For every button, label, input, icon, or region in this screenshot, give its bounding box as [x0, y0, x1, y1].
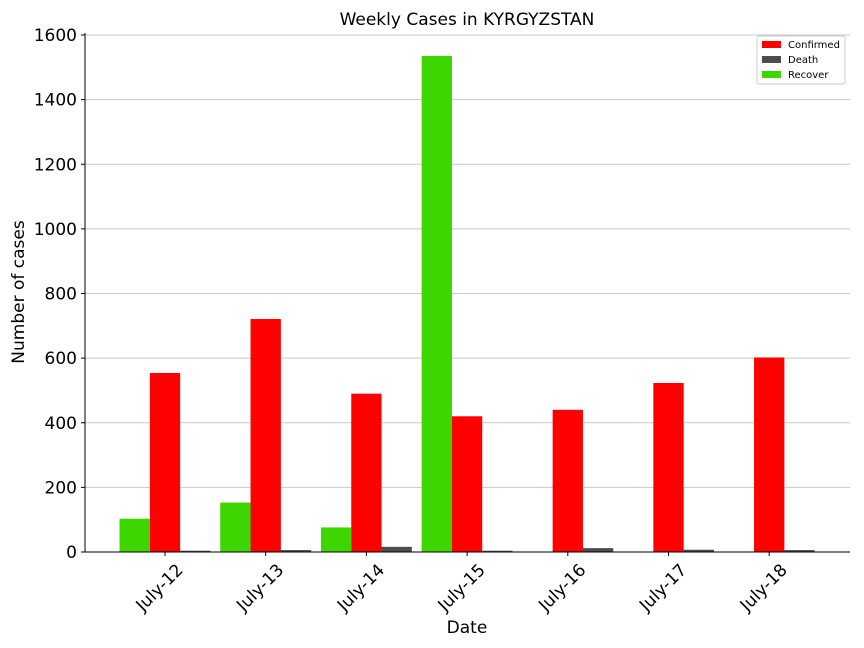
y-tick-label: 1600: [34, 26, 77, 46]
x-tick-label: July-15: [434, 560, 490, 616]
y-axis-label: Number of cases: [9, 220, 29, 364]
bar-confirmed-july-12: [149, 372, 181, 552]
y-ticks: 0 200 400 600 800 1000 1200 1400 1600: [34, 26, 85, 563]
legend-swatch-confirmed: [762, 41, 781, 48]
bars: [119, 56, 815, 553]
legend-swatch-death: [762, 56, 781, 63]
bar-confirmed-july-18: [754, 357, 785, 552]
bar-death-july-15: [482, 550, 513, 552]
gridlines: [85, 34, 850, 488]
bar-death-july-13: [280, 550, 312, 552]
x-tick-label: July-13: [232, 560, 288, 616]
bar-death-july-12: [180, 550, 211, 552]
chart-title: Weekly Cases in KYRGYZSTAN: [340, 10, 595, 30]
legend-label-confirmed: Confirmed: [788, 40, 840, 51]
bar-death-july-16: [582, 548, 614, 552]
x-axis-label: Date: [447, 618, 488, 638]
y-tick-label: 800: [45, 285, 77, 305]
bar-recover-july-15: [421, 56, 452, 553]
bar-death-july-17: [683, 549, 714, 552]
bar-death-july-14: [381, 546, 412, 552]
bar-confirmed-july-15: [451, 416, 483, 552]
y-tick-label: 200: [45, 478, 77, 498]
legend-swatch-recover: [762, 71, 781, 78]
x-tick-label: July-14: [333, 560, 389, 616]
y-tick-label: 0: [66, 543, 77, 563]
x-tick-label: July-18: [736, 560, 792, 616]
bar-death-july-18: [784, 550, 815, 552]
y-tick-label: 600: [45, 349, 77, 369]
x-tick-label: July-17: [635, 560, 691, 616]
legend-label-recover: Recover: [788, 70, 829, 81]
y-tick-label: 1200: [34, 155, 77, 175]
x-tick-label: July-12: [132, 560, 188, 616]
bar-confirmed-july-16: [552, 409, 583, 552]
bar-confirmed-july-17: [653, 383, 684, 552]
legend: Confirmed Death Recover: [756, 35, 846, 85]
bar-confirmed-july-13: [250, 319, 281, 552]
x-tick-label: July-16: [534, 560, 590, 616]
y-tick-label: 1400: [34, 91, 77, 111]
y-tick-label: 1000: [34, 220, 77, 240]
bar-recover-july-13: [220, 502, 251, 552]
bar-recover-july-12: [119, 518, 150, 552]
y-tick-label: 400: [45, 414, 77, 434]
bar-confirmed-july-14: [351, 393, 382, 552]
bar-recover-july-14: [320, 527, 352, 552]
x-ticks: July-12 July-13 July-14 July-15 July-16 July-…: [132, 552, 792, 616]
legend-label-death: Death: [788, 55, 818, 66]
